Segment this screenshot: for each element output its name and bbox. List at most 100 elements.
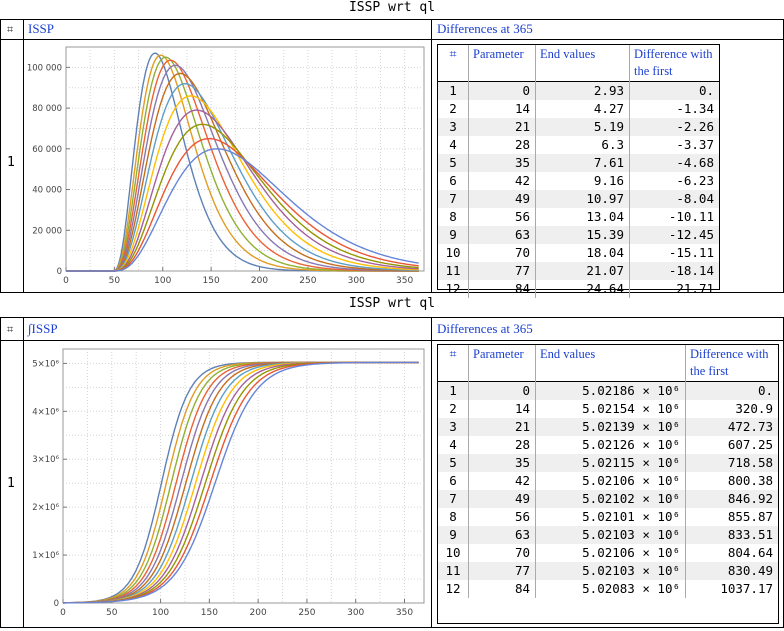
row-index: 8: [449, 509, 457, 524]
table-row: 11 77 5.02103 × 10⁶ 830.49: [438, 562, 778, 580]
table-row: 9 63 15.39 -12.45: [438, 226, 719, 244]
difference-value: 833.51: [685, 526, 778, 544]
row-index: 1: [438, 81, 469, 100]
table-row: 10 70 18.04 -15.11: [438, 244, 719, 262]
difference-value: 1037.17: [685, 580, 778, 598]
end-value: 6.3: [535, 136, 630, 154]
end-value: 5.02139 × 10⁶: [535, 418, 686, 436]
difference-value: -3.37: [629, 136, 719, 154]
end-value: 5.19: [535, 118, 630, 136]
x-tick-label: 100: [154, 276, 171, 286]
difference-value: 800.38: [685, 472, 778, 490]
series-line-12: [63, 361, 419, 604]
end-value: 24.64: [535, 280, 630, 298]
parameter-value: 35: [468, 154, 536, 172]
row-index: 1: [438, 381, 469, 400]
difference-value: 472.73: [685, 418, 778, 436]
differences-table-1: ⌗ Parameter End values Difference with t…: [437, 44, 720, 298]
end-value: 5.02106 × 10⁶: [535, 544, 686, 562]
parameter-value: 84: [468, 280, 536, 298]
end-value: 9.16: [535, 172, 630, 190]
parameter-value: 49: [468, 490, 536, 508]
difference-value: -12.45: [629, 226, 719, 244]
row-index: 12: [445, 281, 461, 296]
table-row: 1 0 2.93 0.: [438, 81, 719, 100]
series-line-7: [66, 82, 419, 272]
table-row: 12 84 24.64 -21.71: [438, 280, 719, 298]
table-header-difference: Difference with the first: [629, 45, 719, 82]
row-index: 11: [438, 562, 469, 580]
differences-table-2: ⌗ Parameter End values Difference with t…: [437, 344, 779, 624]
x-tick-label: 250: [298, 608, 315, 618]
parameter-value: 21: [468, 118, 536, 136]
table-row: 7 49 10.97 -8.04: [438, 190, 719, 208]
col-header-differences[interactable]: Differences at 365: [437, 21, 533, 36]
end-value: 10.97: [535, 190, 630, 208]
parameter-value: 14: [468, 400, 536, 418]
x-tick-label: 300: [348, 276, 365, 286]
x-tick-label: 350: [396, 608, 413, 618]
table-row: 8 56 5.02101 × 10⁶ 855.87: [438, 508, 778, 526]
end-value: 5.02102 × 10⁶: [535, 490, 686, 508]
difference-value: -1.34: [629, 100, 719, 118]
table-row: 5 35 5.02115 × 10⁶ 718.58: [438, 454, 778, 472]
difference-value: -21.71: [629, 280, 719, 298]
table-row: 3 21 5.02139 × 10⁶ 472.73: [438, 418, 778, 436]
x-tick-label: 300: [347, 608, 364, 618]
table-row: 6 42 9.16 -6.23: [438, 172, 719, 190]
parameter-value: 63: [468, 226, 536, 244]
panel2-grid: ⌗ ∫ISSP Differences at 365 1 0 50 100 150 20…: [0, 317, 784, 628]
difference-value: 718.58: [685, 454, 778, 472]
parameter-value: 0: [468, 81, 536, 100]
issp-chart: 0 50 100 150 200 250 300 350 0 20 000 40 000 60 000…: [27, 46, 425, 286]
parameter-value: 49: [468, 190, 536, 208]
row-number: 1: [7, 155, 15, 170]
row-index: 10: [445, 545, 461, 560]
row-index: 6: [449, 473, 457, 488]
end-value: 2.93: [535, 81, 630, 100]
x-tick-label: 0: [63, 276, 69, 286]
col-header-issp[interactable]: ISSP: [28, 21, 55, 36]
panel1-title: ISSP wrt ql: [348, 0, 436, 15]
table-header-difference: Difference with the first: [685, 345, 778, 382]
col-header-differences[interactable]: Differences at 365: [437, 321, 533, 336]
y-tick-label: 60 000: [32, 145, 62, 155]
table-header-index: ⌗: [449, 347, 457, 361]
col-header-integral-issp[interactable]: ∫ISSP: [28, 321, 58, 336]
series-line-8: [66, 95, 419, 272]
table-header-parameter: Parameter: [468, 45, 536, 82]
end-value: 13.04: [535, 208, 630, 226]
series-line-10: [66, 123, 419, 272]
table-header-index: ⌗: [449, 47, 457, 61]
row-index: 6: [449, 173, 457, 188]
parameter-value: 63: [468, 526, 536, 544]
y-tick-label: 80 000: [32, 104, 62, 114]
table-row: 4 28 5.02126 × 10⁶ 607.25: [438, 436, 778, 454]
table-header-end-values: End values: [535, 345, 686, 382]
y-tick-label: 1×10⁶: [32, 551, 59, 561]
parameter-value: 14: [468, 100, 536, 118]
difference-value: 320.9: [685, 400, 778, 418]
x-tick-label: 200: [250, 608, 267, 618]
row-index: 5: [438, 454, 469, 472]
end-value: 18.04: [535, 244, 630, 262]
table-row: 6 42 5.02106 × 10⁶ 800.38: [438, 472, 778, 490]
end-value: 5.02126 × 10⁶: [535, 436, 686, 454]
y-tick-label: 5×10⁶: [32, 359, 59, 369]
row-index: 9: [438, 526, 469, 544]
difference-value: -10.11: [629, 208, 719, 226]
row-index: 4: [449, 437, 457, 452]
row-index: 7: [438, 190, 469, 208]
difference-value: -8.04: [629, 190, 719, 208]
end-value: 5.02154 × 10⁶: [535, 400, 686, 418]
parameter-value: 70: [468, 244, 536, 262]
table-row: 2 14 5.02154 × 10⁶ 320.9: [438, 400, 778, 418]
difference-value: -15.11: [629, 244, 719, 262]
table-row: 2 14 4.27 -1.34: [438, 100, 719, 118]
y-tick-label: 0: [54, 599, 59, 609]
y-tick-label: 0: [57, 267, 62, 277]
table-row: 8 56 13.04 -10.11: [438, 208, 719, 226]
row-index: 11: [438, 262, 469, 280]
parameter-value: 28: [468, 136, 536, 154]
row-index: 3: [438, 118, 469, 136]
